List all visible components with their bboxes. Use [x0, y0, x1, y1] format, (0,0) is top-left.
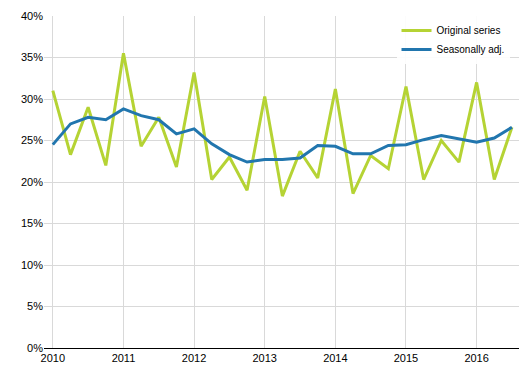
svg-text:35%: 35%	[21, 51, 43, 63]
svg-text:2012: 2012	[182, 352, 206, 364]
svg-text:40%: 40%	[21, 10, 43, 22]
svg-text:30%: 30%	[21, 93, 43, 105]
svg-text:15%: 15%	[21, 217, 43, 229]
svg-text:10%: 10%	[21, 259, 43, 271]
svg-text:2016: 2016	[464, 352, 488, 364]
svg-text:2013: 2013	[252, 352, 276, 364]
svg-text:20%: 20%	[21, 176, 43, 188]
svg-text:Original series: Original series	[437, 25, 501, 36]
svg-text:5%: 5%	[27, 300, 43, 312]
svg-text:2014: 2014	[323, 352, 347, 364]
svg-text:2011: 2011	[112, 352, 136, 364]
svg-text:Seasonally adj.: Seasonally adj.	[437, 44, 505, 55]
svg-text:2010: 2010	[41, 352, 65, 364]
svg-text:0%: 0%	[27, 342, 43, 354]
svg-text:2015: 2015	[394, 352, 418, 364]
svg-text:25%: 25%	[21, 134, 43, 146]
